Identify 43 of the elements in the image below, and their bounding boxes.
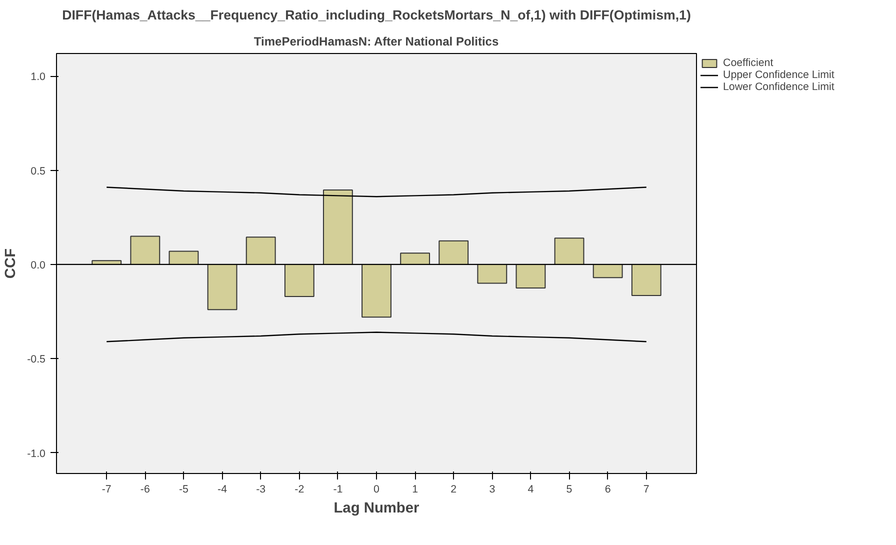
bar [322,190,353,265]
y-tick-label: -1.0 [27,448,46,460]
x-axis-title: Lag Number [334,500,420,516]
bar [516,264,546,288]
bar [362,264,392,318]
x-tick-label: 2 [450,484,457,496]
x-tick-label: 3 [489,484,496,496]
legend-label: Lower Confidence Limit [723,81,834,93]
x-tick-label: 6 [604,484,611,496]
x-tick-label: -7 [102,484,112,496]
x-tick-label: -1 [333,484,343,496]
x-tick-label: -6 [140,484,150,496]
x-tick-label: -5 [178,484,189,496]
bar [168,250,199,265]
y-tick-label: 0.5 [30,165,46,178]
bar [130,236,160,265]
x-tick-label: 0 [374,484,380,496]
line-series [106,332,647,342]
x-tick-label: -4 [218,484,228,496]
y-tick-label: 1.0 [30,71,46,84]
x-tick-label: 4 [528,484,534,496]
y-tick-label: 0.0 [30,259,46,272]
x-tick-label: 1 [412,484,418,496]
bar [284,264,314,297]
bar [477,264,508,284]
bar [400,252,430,265]
y-axis-title: CCF [3,248,20,279]
bar [207,264,238,310]
bar [438,240,469,265]
x-tick-label: -2 [294,484,304,496]
line-series [106,186,647,198]
x-tick-label: 7 [643,484,650,496]
chart-title: DIFF(Hamas_Attacks__Frequency_Ratio_including_RocketsMortars_N_of,1) with DIFF(Optimism,1) [62,8,691,22]
bar [592,264,623,278]
legend-label: Coefficient [723,57,774,69]
y-tick-label: -0.5 [27,354,46,366]
legend-label: Upper Confidence Limit [723,69,834,81]
x-tick-label: 5 [566,484,572,496]
bar [631,264,662,296]
x-tick-label: -3 [256,484,266,496]
bar [246,236,276,265]
chart-subtitle: TimePeriodHamasN: After National Politics [254,34,499,48]
bar [554,238,584,265]
